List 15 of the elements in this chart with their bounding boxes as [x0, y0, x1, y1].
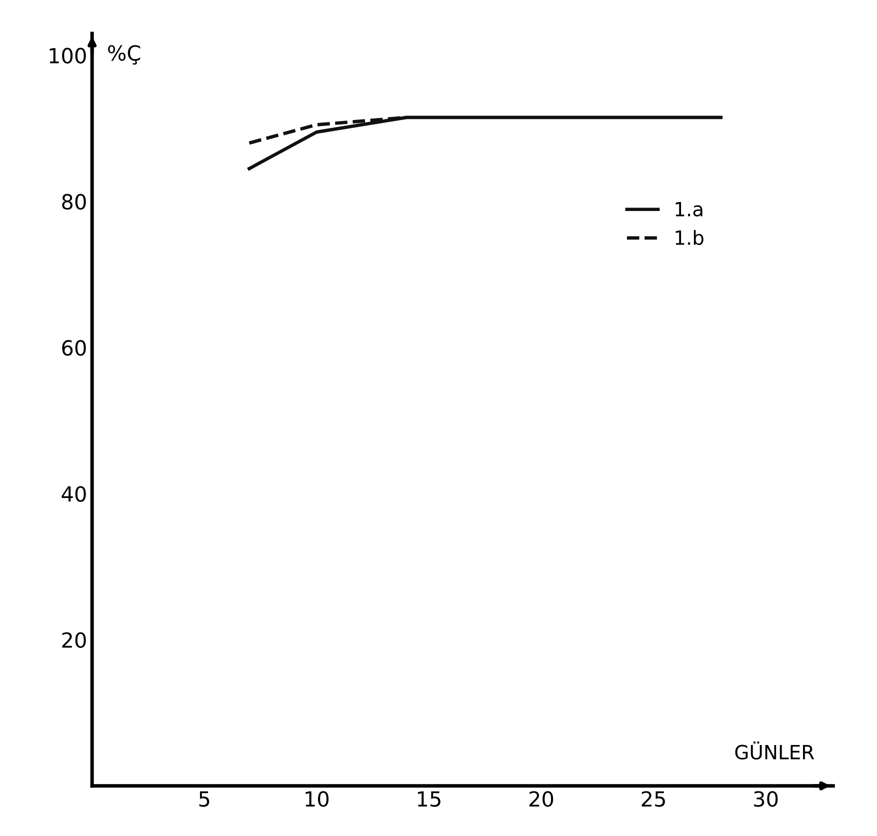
y-tick-label: 80 — [62, 194, 86, 210]
x-tick-label: 25 — [642, 791, 665, 807]
x-tick-label: 15 — [418, 791, 440, 807]
x-tick-label: 20 — [529, 791, 554, 807]
y-axis-title: %Ç — [108, 45, 140, 65]
x-tick-label: 10 — [306, 791, 329, 807]
legend-label: 1.b — [676, 230, 704, 246]
y-tick-label: 40 — [62, 486, 86, 502]
x-tick-label: 5 — [199, 791, 210, 807]
y-tick-label: 20 — [62, 632, 86, 648]
y-tick-label: 60 — [62, 340, 86, 356]
x-tick-label: 30 — [754, 791, 778, 807]
y-tick-label: 100 — [50, 48, 86, 64]
legend-label: 1.a — [676, 202, 702, 216]
x-axis-title: GÜNLER — [735, 742, 814, 760]
